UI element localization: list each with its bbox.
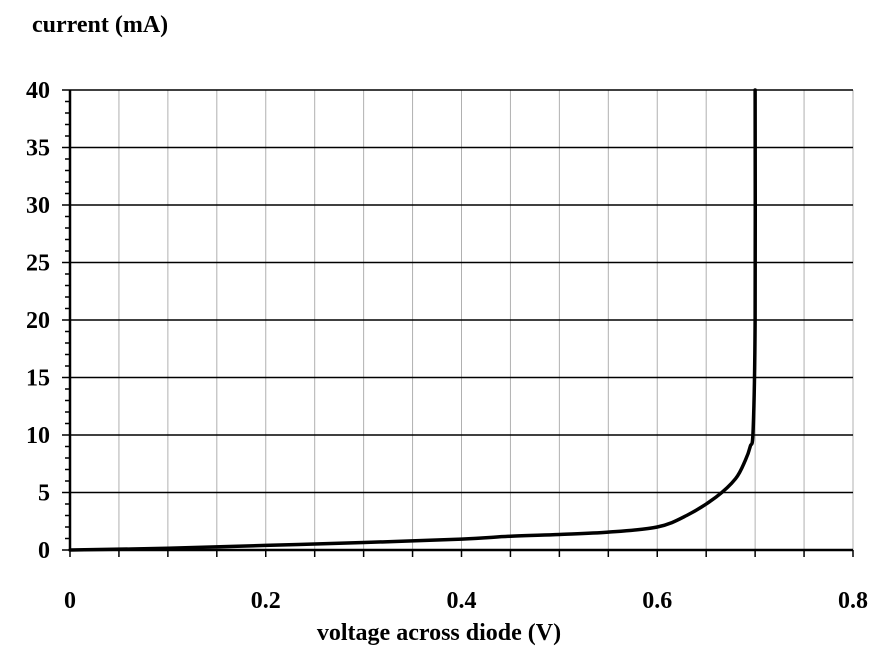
y-tick-label: 10 (26, 423, 50, 449)
y-axis-label: current (mA) (32, 12, 169, 38)
x-axis-label: voltage across diode (V) (316, 620, 562, 646)
grid-lines (70, 89, 854, 550)
y-tick-label: 25 (26, 251, 50, 277)
y-tick-label: 40 (26, 78, 50, 104)
y-tick-label: 5 (38, 481, 50, 507)
y-tick-label: 15 (26, 366, 50, 392)
y-tick-label: 35 (26, 136, 50, 162)
series-line (68, 88, 758, 552)
tick-labels: 0 5 10 15 20 25 30 35 40 0 0.2 0.4 0.6 0.8 (26, 78, 868, 614)
x-tick-label: 0.8 (838, 588, 868, 614)
y-tick-label: 20 (26, 308, 50, 334)
axes (62, 89, 854, 557)
x-tick-label: 0.6 (642, 588, 672, 614)
x-tick-label: 0.4 (447, 588, 477, 614)
x-tick-label: 0 (64, 588, 76, 614)
y-tick-label: 30 (26, 193, 50, 219)
y-tick-label: 0 (38, 538, 50, 564)
x-tick-label: 0.2 (251, 588, 281, 614)
series-layer (68, 88, 758, 552)
